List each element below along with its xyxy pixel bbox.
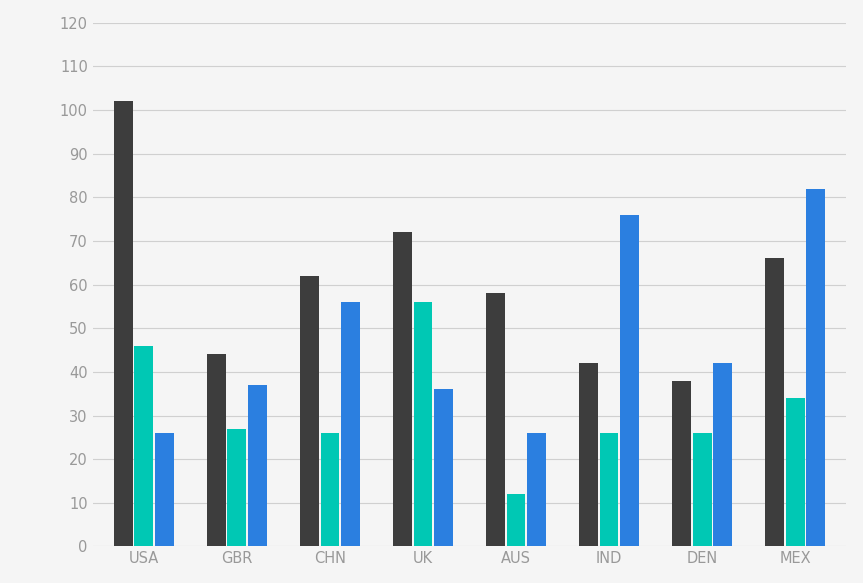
Bar [434,389,453,546]
Bar [320,433,339,546]
Bar [248,385,267,546]
Bar [486,293,505,546]
Bar [579,363,598,546]
Bar [765,258,784,546]
Bar [620,215,639,546]
Bar [154,433,173,546]
Bar [806,188,825,546]
Bar [600,433,619,546]
Bar [785,398,804,546]
Bar [693,433,711,546]
Bar [672,381,691,546]
Bar [527,433,546,546]
Bar [228,429,246,546]
Bar [341,302,360,546]
Bar [713,363,732,546]
Bar [114,101,133,546]
Bar [135,346,154,546]
Bar [394,232,412,546]
Bar [507,494,526,546]
Bar [207,354,226,546]
Bar [300,276,319,546]
Bar [413,302,432,546]
